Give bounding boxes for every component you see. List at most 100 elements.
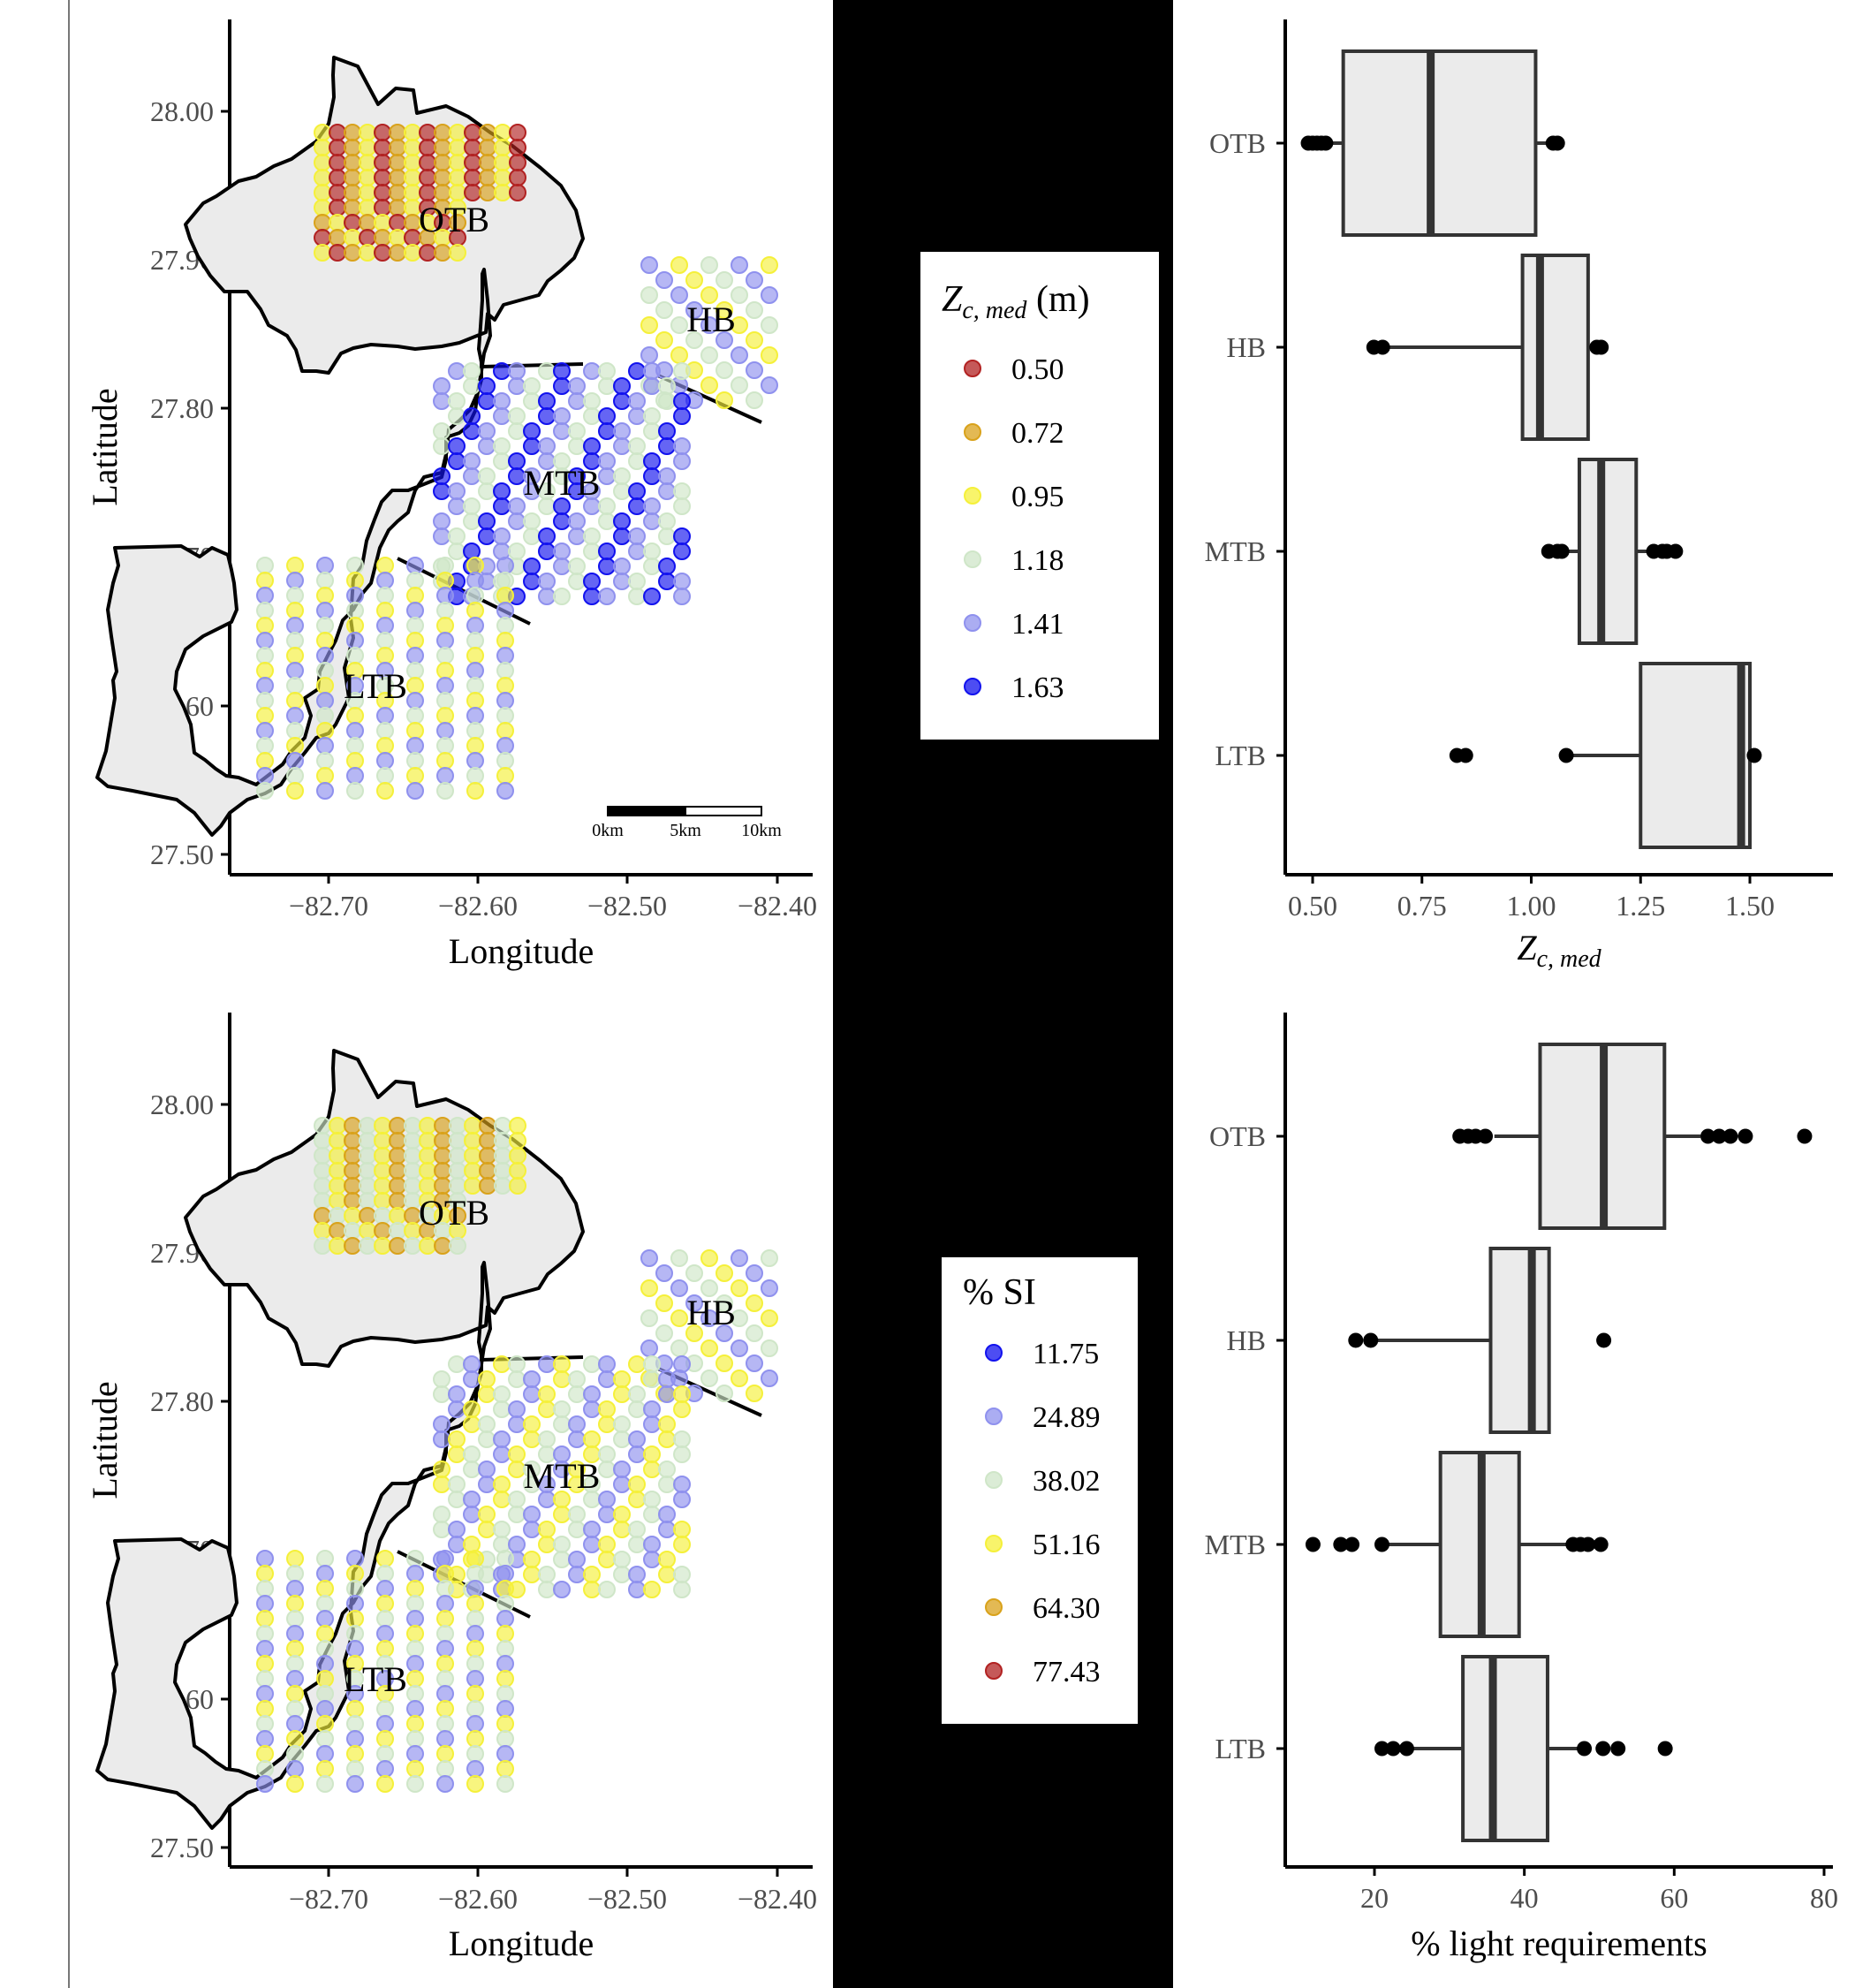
sample-point bbox=[478, 1385, 496, 1403]
sample-point bbox=[746, 391, 763, 409]
sample-point bbox=[329, 1147, 346, 1165]
sample-point bbox=[448, 482, 466, 500]
sample-point bbox=[538, 407, 556, 425]
sample-point bbox=[466, 1730, 484, 1748]
box-outlier bbox=[1797, 1128, 1813, 1144]
sample-point bbox=[344, 214, 361, 231]
sample-point bbox=[406, 632, 424, 649]
sample-point bbox=[376, 737, 394, 755]
sample-point bbox=[496, 662, 514, 679]
sample-point bbox=[478, 1476, 496, 1493]
sample-point bbox=[286, 1700, 304, 1718]
sample-point bbox=[314, 154, 331, 171]
sample-point bbox=[433, 377, 450, 395]
sample-point bbox=[700, 1309, 718, 1327]
sample-point bbox=[404, 124, 421, 141]
sample-point bbox=[316, 587, 334, 604]
sample-point bbox=[673, 1400, 691, 1418]
boxplot-x-tick-label: 0.75 bbox=[1397, 890, 1447, 922]
sample-point bbox=[466, 722, 484, 740]
sample-point bbox=[673, 1355, 691, 1373]
sample-point bbox=[346, 767, 364, 785]
sample-point bbox=[329, 184, 346, 201]
sample-point bbox=[406, 1610, 424, 1628]
legend-label: 1.63 bbox=[1011, 672, 1064, 704]
sample-point bbox=[436, 707, 454, 725]
sample-point bbox=[419, 154, 436, 171]
sample-point bbox=[494, 154, 511, 171]
sample-point bbox=[374, 1162, 391, 1180]
box-outlier bbox=[1363, 1332, 1379, 1348]
sample-point bbox=[316, 1580, 334, 1597]
sample-point bbox=[406, 1565, 424, 1582]
region-label-otb: OTB bbox=[419, 200, 489, 239]
sample-point bbox=[316, 1550, 334, 1567]
sample-point bbox=[479, 1147, 496, 1165]
sample-point bbox=[329, 1117, 346, 1134]
sample-point bbox=[673, 392, 691, 410]
sample-point bbox=[374, 214, 391, 231]
sample-point bbox=[436, 557, 454, 574]
sample-point bbox=[731, 1309, 748, 1327]
sample-point bbox=[673, 497, 691, 515]
sample-point bbox=[406, 1760, 424, 1778]
sample-point bbox=[731, 286, 748, 304]
sample-point bbox=[449, 169, 466, 186]
boxplot-x-tick-label: 60 bbox=[1660, 1882, 1688, 1914]
boxplot-x-tick-label: 1.00 bbox=[1507, 890, 1556, 922]
box-iqr bbox=[1520, 254, 1590, 441]
sample-point bbox=[286, 677, 304, 694]
sample-point bbox=[583, 1581, 601, 1598]
sample-point bbox=[376, 1550, 394, 1567]
sample-point bbox=[496, 1640, 514, 1658]
sample-point bbox=[376, 1745, 394, 1763]
sample-point bbox=[466, 782, 484, 800]
sample-point bbox=[640, 346, 658, 364]
sample-point bbox=[466, 737, 484, 755]
sample-point bbox=[673, 407, 691, 425]
sample-point bbox=[406, 587, 424, 604]
sample-point bbox=[344, 229, 361, 247]
sample-point bbox=[406, 752, 424, 770]
box-outlier bbox=[1554, 543, 1570, 559]
box-outlier bbox=[1318, 135, 1334, 151]
sample-point bbox=[376, 1580, 394, 1597]
sample-point bbox=[433, 1476, 450, 1493]
sample-point bbox=[598, 1415, 616, 1433]
sample-point bbox=[376, 782, 394, 800]
sample-point bbox=[433, 1430, 450, 1448]
sample-point bbox=[493, 452, 511, 470]
sample-point bbox=[628, 1445, 646, 1463]
sample-point bbox=[553, 1415, 571, 1433]
sample-point bbox=[568, 1370, 586, 1388]
sample-point bbox=[434, 154, 451, 171]
sample-point bbox=[329, 1162, 346, 1180]
sample-point bbox=[598, 1445, 616, 1463]
sample-point bbox=[374, 1177, 391, 1195]
sample-point bbox=[731, 1370, 748, 1387]
sample-point bbox=[406, 707, 424, 725]
sample-point bbox=[448, 1355, 466, 1373]
legend-label: 0.95 bbox=[1011, 481, 1064, 513]
legend-si: % SI 11.75 24.89 38.02 51.16 64.30 77.43 bbox=[942, 1257, 1138, 1724]
sample-point bbox=[404, 1177, 421, 1195]
sample-point bbox=[374, 124, 391, 141]
sample-point bbox=[553, 588, 571, 605]
sample-point bbox=[628, 543, 646, 560]
sample-point bbox=[406, 617, 424, 634]
sample-point bbox=[374, 199, 391, 216]
sample-point bbox=[374, 1207, 391, 1225]
sample-point bbox=[314, 214, 331, 231]
sample-point bbox=[433, 1506, 450, 1523]
box-outlier bbox=[1657, 1741, 1673, 1757]
sample-point bbox=[463, 362, 481, 380]
boxplot-x-tick-label: 1.25 bbox=[1616, 890, 1665, 922]
sample-point bbox=[374, 139, 391, 156]
legend-key bbox=[985, 1471, 1003, 1489]
sample-point bbox=[256, 1775, 274, 1793]
sample-point bbox=[314, 124, 331, 141]
sample-point bbox=[404, 244, 421, 262]
sample-point bbox=[256, 557, 274, 574]
sample-point bbox=[628, 407, 646, 425]
